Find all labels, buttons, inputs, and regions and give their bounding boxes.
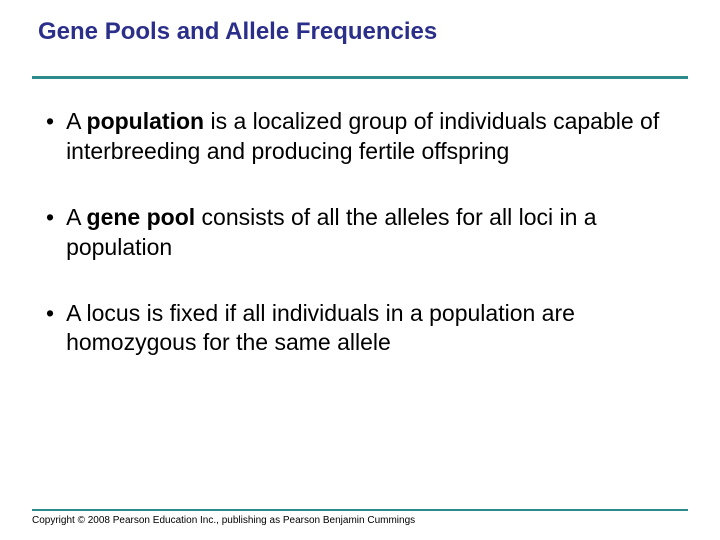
bullet-marker-icon: •	[46, 107, 54, 137]
slide-title: Gene Pools and Allele Frequencies	[32, 18, 688, 46]
bullet-prefix: A	[66, 204, 86, 230]
footer-divider	[32, 509, 688, 511]
slide-footer: Copyright © 2008 Pearson Education Inc.,…	[32, 509, 688, 526]
bullet-prefix: A	[66, 108, 86, 134]
bullet-text: A gene pool consists of all the alleles …	[66, 203, 678, 263]
slide-container: Gene Pools and Allele Frequencies • A po…	[0, 0, 720, 540]
bullet-item: • A population is a localized group of i…	[46, 107, 678, 167]
bullet-marker-icon: •	[46, 299, 54, 329]
title-divider	[32, 76, 688, 79]
bullet-item: • A gene pool consists of all the allele…	[46, 203, 678, 263]
bullet-bold-term: population	[87, 108, 205, 134]
bullet-rest: A locus is fixed if all individuals in a…	[66, 300, 575, 356]
slide-content: • A population is a localized group of i…	[32, 107, 688, 358]
bullet-text: A population is a localized group of ind…	[66, 107, 678, 167]
bullet-bold-term: gene pool	[87, 204, 196, 230]
copyright-text: Copyright © 2008 Pearson Education Inc.,…	[32, 515, 688, 526]
bullet-text: A locus is fixed if all individuals in a…	[66, 299, 678, 359]
bullet-marker-icon: •	[46, 203, 54, 233]
bullet-item: • A locus is fixed if all individuals in…	[46, 299, 678, 359]
